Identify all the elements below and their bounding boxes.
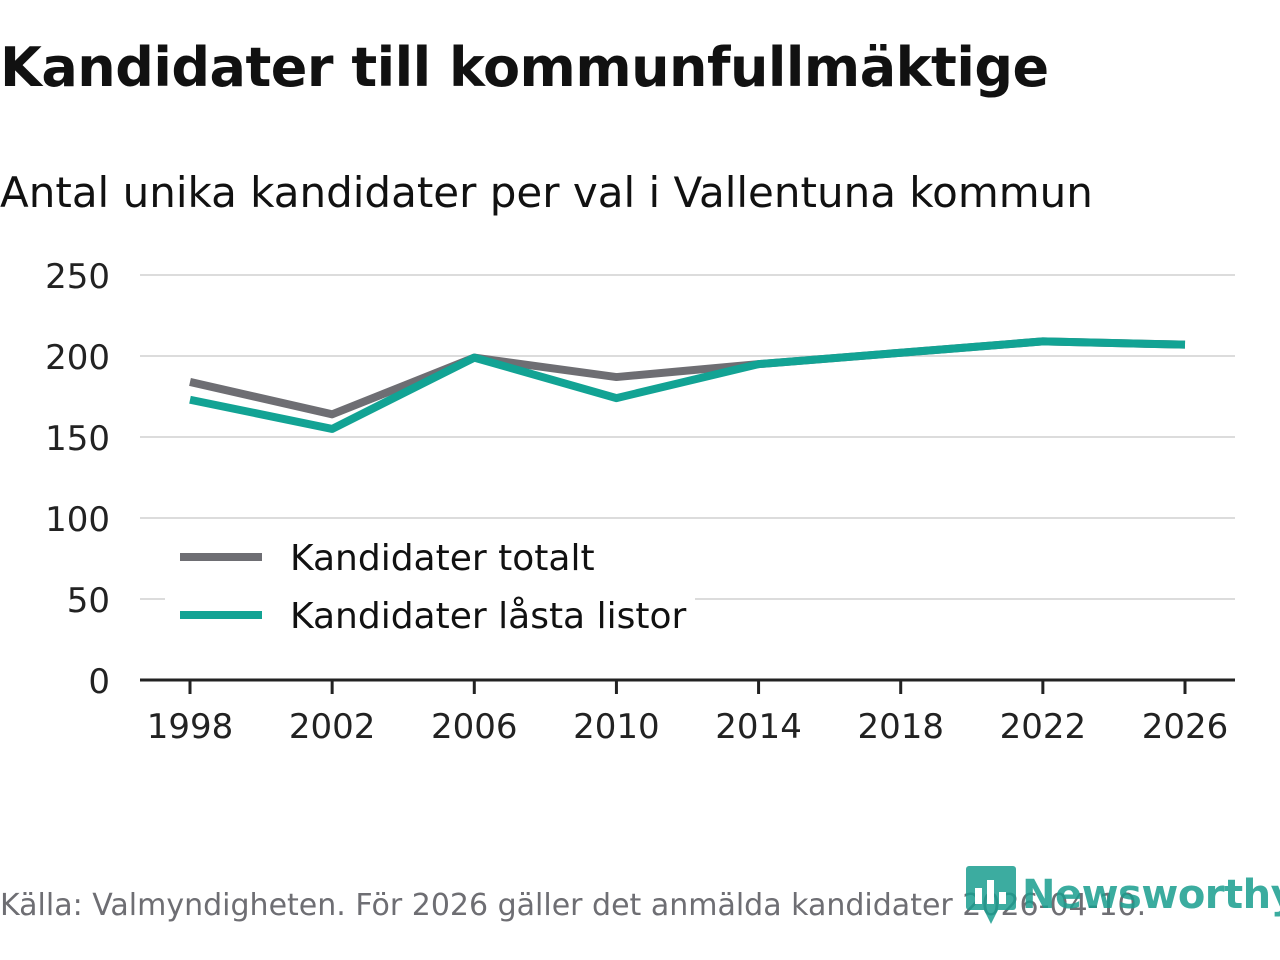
- chart-subtitle: Antal unika kandidater per val i Vallent…: [0, 168, 1093, 217]
- x-tick-label: 2006: [431, 707, 518, 747]
- line-chart: 0 50 100 150 200 250 Kandidater totalt Kandidat…: [45, 257, 1235, 747]
- x-tick-label: 2002: [289, 707, 376, 747]
- x-tick-label: 2018: [857, 707, 944, 747]
- x-tick-label: 2014: [715, 707, 802, 747]
- legend-label: Kandidater totalt: [290, 538, 595, 579]
- brand-logo: Newsworthy: [966, 866, 1280, 924]
- x-tick-label: 2010: [573, 707, 660, 747]
- y-tick-label: 200: [45, 338, 110, 378]
- source-note: Källa: Valmyndigheten. För 2026 gäller d…: [0, 888, 1147, 923]
- chart-title: Kandidater till kommunfullmäktige: [0, 36, 1049, 99]
- y-tick-label: 150: [45, 419, 110, 459]
- y-tick-label: 250: [45, 257, 110, 297]
- y-tick-label: 100: [45, 500, 110, 540]
- y-tick-label: 50: [67, 581, 110, 621]
- brand-name: Newsworthy: [1022, 872, 1280, 918]
- y-tick-label: 0: [88, 662, 110, 702]
- bar-chart-pin-icon: [966, 866, 1016, 924]
- series-line-kandidater-lasta-listor: [189, 337, 1186, 433]
- x-tick-label: 2022: [1000, 707, 1087, 747]
- x-tick-label: 2026: [1142, 707, 1229, 747]
- legend-label: Kandidater låsta listor: [290, 596, 686, 637]
- x-tick-label: 1998: [147, 707, 234, 747]
